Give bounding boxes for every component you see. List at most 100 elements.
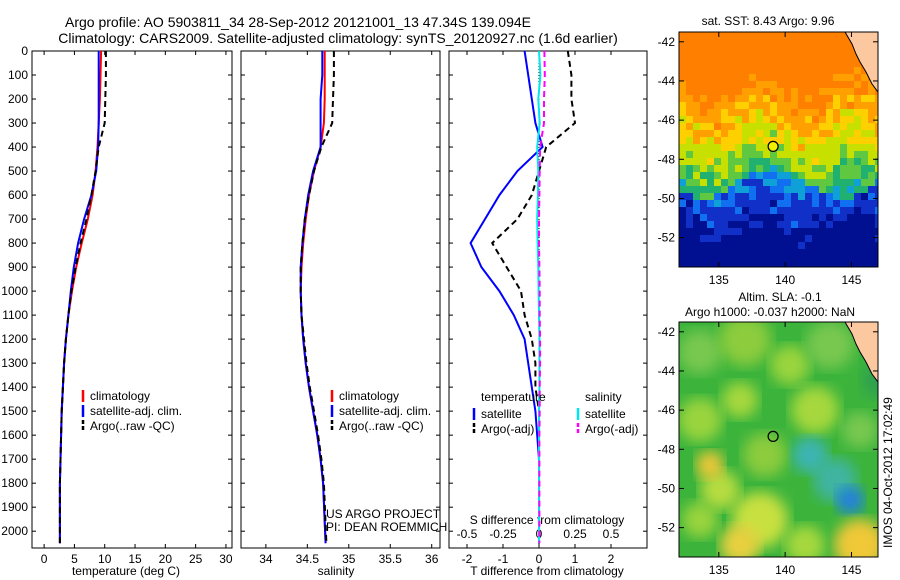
sst-cell [686,130,694,138]
sst-cell [840,263,848,267]
sst-cell [756,263,764,267]
lat-tick-label: -42 [658,35,676,49]
sst-cell [805,249,813,257]
sst-cell [756,74,764,82]
sst-cell [770,116,778,124]
land [844,32,878,93]
sst-cell [847,228,855,236]
sst-cell [861,137,869,145]
sst-cell [742,109,750,117]
sst-cell [763,200,771,208]
sla-anomaly [791,386,839,434]
sst-cell [686,137,694,145]
sst-cell [763,60,771,68]
sst-cell [721,109,729,117]
sst-cell [826,39,834,47]
sst-cell [833,151,841,159]
sst-cell [742,67,750,75]
sst-cell [693,256,701,264]
sst-cell [763,235,771,243]
sst-cell [777,95,785,103]
sst-cell [693,130,701,138]
sst-cell [784,179,792,187]
sst-cell [784,39,792,47]
sst-cell [728,228,736,236]
sst-cell [770,74,778,82]
sst-cell [840,109,848,117]
sst-cell [693,60,701,68]
sst-cell [742,193,750,201]
sst-cell [791,123,799,131]
sst-cell [742,228,750,236]
sst-cell [791,158,799,166]
lat-tick-label: -52 [658,231,676,245]
sst-cell [798,263,806,267]
sst-cell [791,235,799,243]
sst-cell [735,102,743,110]
sst-cell [714,249,722,257]
sst-cell [875,137,878,145]
sst-cell [721,235,729,243]
sst-cell [700,116,708,124]
float-position-marker [767,140,779,152]
sst-cell [812,172,820,180]
sst-cell [756,235,764,243]
sst-cell [812,123,820,131]
sst-cell [763,186,771,194]
x-tick-label: 5 [71,552,78,566]
sst-cell [686,81,694,89]
sst-cell [756,60,764,68]
sst-cell [784,214,792,222]
sst-cell [700,186,708,194]
sst-cell [749,214,757,222]
project-note-line-2: PI: DEAN ROEMMICH [326,520,447,534]
sst-cell [707,60,715,68]
sst-cell [798,193,806,201]
sst-cell [777,207,785,215]
sst-cell [721,116,729,124]
sst-cell [714,263,722,267]
sst-cell [735,158,743,166]
sst-cell [686,179,694,187]
sst-cell [805,81,813,89]
sst-cell [714,207,722,215]
sst-cell [812,95,820,103]
sst-cell [840,193,848,201]
sst-cell [777,165,785,173]
legend-label: satellite [481,407,522,421]
sst-cell [693,102,701,110]
sst-cell [833,102,841,110]
sst-cell [784,235,792,243]
sst-cell [875,228,878,236]
sst-cell [707,39,715,47]
sst-cell [847,95,855,103]
sst-cell [798,214,806,222]
sst-cell [854,74,862,82]
sst-cell [868,116,876,124]
lat-tick-label: -44 [658,74,676,88]
sst-cell [714,130,722,138]
sst-cell [854,60,862,68]
sst-cell [777,53,785,61]
series-line [538,50,546,544]
sst-cell [805,200,813,208]
top-axis-label: S difference from climatology [470,513,625,527]
sst-cell [686,207,694,215]
sst-cell [707,263,715,267]
sst-cell [812,207,820,215]
sst-cell [770,53,778,61]
sst-cell [875,221,878,229]
sst-cell [679,67,687,75]
sst-cell [721,214,729,222]
legend-label: Argo(-adj) [481,422,534,436]
sst-cell [714,95,722,103]
sst-cell [784,88,792,96]
sst-cell [749,186,757,194]
sst-cell [784,32,792,40]
sst-cell [721,53,729,61]
sst-cell [840,95,848,103]
sst-cell [833,95,841,103]
x-tick-label: 2 [608,552,615,566]
sst-cell [805,256,813,264]
sst-cell [875,144,878,152]
